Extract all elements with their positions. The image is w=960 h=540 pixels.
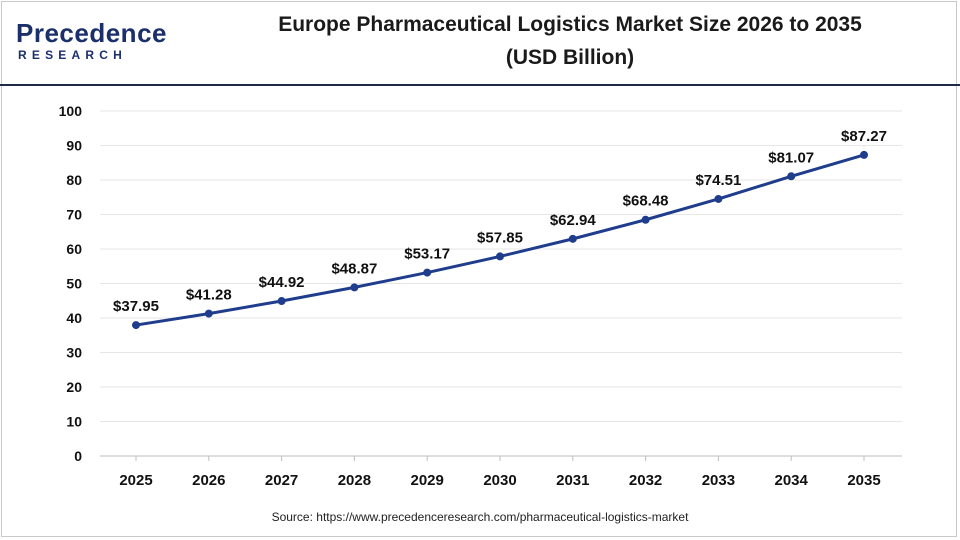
- x-tick-label: 2028: [338, 472, 371, 489]
- x-tick-label: 2025: [119, 472, 152, 489]
- data-point: [496, 252, 504, 261]
- data-label: $81.07: [768, 149, 814, 166]
- x-tick-labels: 2025 2026 2027 2028 2029 2030 2031 2032 2033 2034…: [119, 472, 880, 489]
- data-point: [350, 283, 359, 292]
- data-label: $57.85: [477, 229, 523, 246]
- brand-logo: Precedence RESEARCH: [14, 18, 167, 66]
- x-tick-label: 2032: [629, 472, 662, 489]
- logo-subtitle: RESEARCH: [18, 48, 127, 62]
- data-point: [204, 309, 213, 318]
- data-point: [277, 297, 286, 306]
- y-tick-label: 40: [66, 310, 82, 326]
- x-tick-label: 2034: [775, 472, 809, 489]
- data-points: [132, 150, 868, 330]
- x-tick-label: 2029: [411, 472, 444, 489]
- data-point: [641, 215, 650, 224]
- axes: [100, 455, 902, 461]
- x-tick-label: 2035: [847, 472, 880, 489]
- data-label: $68.48: [623, 193, 669, 210]
- y-tick-label: 30: [66, 345, 82, 361]
- data-point: [860, 150, 868, 159]
- data-label: $41.28: [186, 287, 232, 304]
- y-tick-labels: 0 10 20 30 40 50 60 70 80 90 100: [59, 103, 83, 464]
- y-tick-label: 90: [66, 138, 82, 154]
- y-tick-label: 100: [59, 103, 83, 119]
- x-tick-label: 2026: [192, 472, 225, 489]
- source-note: Source: https://www.precedenceresearch.c…: [271, 510, 689, 524]
- data-label: $62.94: [550, 212, 597, 229]
- data-label: $48.87: [331, 260, 377, 277]
- logo-wordmark: Precedence: [16, 18, 167, 48]
- y-tick-label: 50: [66, 276, 82, 292]
- header-divider: [0, 84, 960, 86]
- data-labels: $37.95 $41.28 $44.92 $48.87 $53.17 $57.85 $62.…: [113, 128, 887, 315]
- x-tick-label: 2027: [265, 472, 298, 489]
- data-point: [132, 321, 140, 330]
- y-tick-label: 0: [74, 448, 82, 464]
- y-tick-label: 80: [66, 172, 82, 188]
- data-point: [714, 194, 723, 203]
- x-tick-label: 2031: [556, 472, 589, 489]
- x-tick-label: 2030: [483, 472, 516, 489]
- y-tick-label: 70: [66, 207, 82, 223]
- data-label: $87.27: [841, 128, 887, 145]
- chart-title: Europe Pharmaceutical Logistics Market S…: [200, 8, 940, 74]
- data-label: $74.51: [695, 172, 741, 189]
- y-tick-label: 20: [66, 379, 82, 395]
- grid-lines: [100, 110, 902, 422]
- data-label: $37.95: [113, 298, 159, 315]
- data-point: [787, 172, 796, 181]
- chart-title-line1: Europe Pharmaceutical Logistics Market S…: [278, 13, 862, 36]
- data-label: $53.17: [404, 246, 450, 263]
- y-tick-label: 60: [66, 241, 82, 257]
- data-point: [568, 234, 577, 243]
- header: Precedence RESEARCH Europe Pharmaceutica…: [0, 0, 960, 84]
- x-tick-label: 2033: [702, 472, 735, 489]
- chart-title-line2: (USD Billion): [505, 46, 635, 69]
- data-point: [423, 268, 432, 277]
- data-label: $44.92: [259, 274, 305, 291]
- y-tick-label: 10: [66, 414, 82, 430]
